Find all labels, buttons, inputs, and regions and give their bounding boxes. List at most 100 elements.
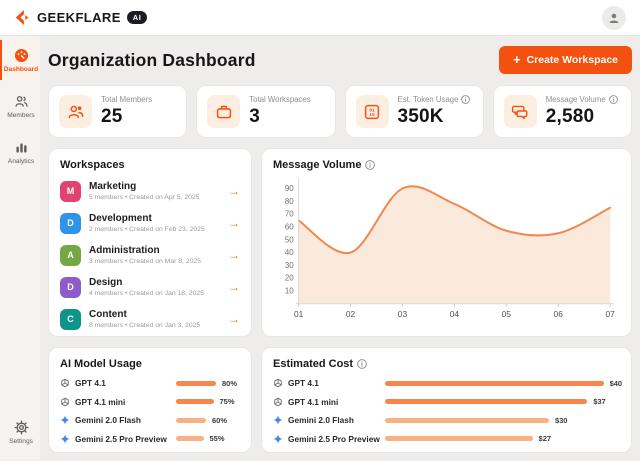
gemini-icon — [273, 434, 283, 444]
stat-label: Est. Token Usage — [398, 95, 459, 104]
usage-bar — [176, 436, 204, 441]
stat-value: 350K — [398, 106, 471, 128]
plus-icon: + — [513, 56, 521, 64]
info-icon[interactable] — [357, 359, 367, 369]
ai-model-usage-title: AI Model Usage — [60, 358, 240, 370]
svg-text:01: 01 — [294, 309, 304, 319]
sidebar-item-label: Dashboard — [4, 66, 38, 73]
cost-bar — [385, 399, 587, 404]
members-stat-icon — [59, 95, 92, 128]
brand-logo[interactable]: GEEKFLARE AI — [14, 9, 147, 26]
sidebar-item-analytics[interactable]: Analytics — [0, 132, 40, 172]
arrow-right-icon[interactable]: → — [228, 313, 240, 325]
top-bar: GEEKFLARE AI — [0, 0, 640, 36]
workspace-row-content[interactable]: C Content 8 members • Created on Jan 3, … — [60, 303, 240, 335]
model-name: GPT 4.1 — [288, 378, 380, 388]
stat-card-message-volume: Message Volume 2,580 — [493, 85, 632, 138]
svg-text:80: 80 — [285, 197, 294, 206]
workspace-row-design[interactable]: D Design 4 members • Created on Jan 18, … — [60, 271, 240, 303]
usage-row-gpt41: GPT 4.1 80% — [60, 378, 240, 388]
info-icon[interactable] — [461, 95, 470, 104]
workspace-row-marketing[interactable]: M Marketing 5 members • Created on Apr 5… — [60, 175, 240, 207]
workspace-avatar: M — [60, 181, 81, 202]
arrow-right-icon[interactable]: → — [228, 281, 240, 293]
cost-row-gemini25pro: Gemini 2.5 Pro Preview $27 — [273, 434, 620, 444]
ai-model-usage-panel: AI Model Usage GPT 4.1 80% GPT 4.1 mini … — [48, 347, 252, 453]
usage-percent: 60% — [212, 416, 227, 425]
svg-text:07: 07 — [605, 309, 615, 319]
svg-text:02: 02 — [346, 309, 356, 319]
usage-percent: 75% — [220, 397, 235, 406]
sidebar: Dashboard Members Analytics — [0, 36, 40, 460]
openai-icon — [273, 378, 283, 388]
workspace-avatar: D — [60, 277, 81, 298]
workspace-name: Design — [89, 277, 204, 288]
svg-text:20: 20 — [285, 274, 294, 283]
svg-text:05: 05 — [502, 309, 512, 319]
briefcase-icon — [207, 95, 240, 128]
usage-percent: 80% — [222, 379, 237, 388]
svg-text:10: 10 — [369, 112, 375, 118]
cost-bar — [385, 436, 533, 441]
usage-row-gemini20flash: Gemini 2.0 Flash 60% — [60, 415, 240, 425]
sidebar-item-dashboard[interactable]: Dashboard — [0, 40, 40, 80]
workspace-name: Content — [89, 309, 200, 320]
usage-bar — [176, 418, 206, 423]
workspace-avatar: C — [60, 309, 81, 330]
svg-text:70: 70 — [285, 210, 294, 219]
svg-text:40: 40 — [285, 248, 294, 257]
stat-value: 2,580 — [546, 106, 618, 128]
openai-icon — [273, 397, 283, 407]
page-title: Organization Dashboard — [48, 50, 256, 71]
stat-label: Total Workspaces — [249, 95, 310, 104]
arrow-right-icon[interactable]: → — [228, 249, 240, 261]
cost-value: $40 — [610, 379, 623, 388]
gear-icon — [14, 420, 29, 435]
sidebar-item-settings[interactable]: Settings — [0, 412, 40, 452]
estimated-cost-title: Estimated Cost — [273, 358, 353, 370]
info-icon[interactable] — [365, 160, 375, 170]
sidebar-item-label: Settings — [9, 438, 33, 445]
workspace-avatar: A — [60, 245, 81, 266]
brand-name: GEEKFLARE — [37, 10, 121, 25]
usage-row-gemini25pro: Gemini 2.5 Pro Preview 55% — [60, 434, 240, 444]
main-content: Organization Dashboard + Create Workspac… — [40, 36, 640, 460]
user-avatar[interactable] — [602, 6, 626, 30]
workspace-meta: 8 members • Created on Jan 3, 2025 — [89, 322, 200, 329]
stat-label: Message Volume — [546, 95, 606, 104]
cost-row-gpt41mini: GPT 4.1 mini $37 — [273, 397, 620, 407]
chat-bubbles-icon — [504, 95, 537, 128]
create-workspace-label: Create Workspace — [527, 54, 618, 66]
sidebar-item-members[interactable]: Members — [0, 86, 40, 126]
cost-row-gpt41: GPT 4.1 $40 — [273, 378, 620, 388]
usage-percent: 55% — [210, 434, 225, 443]
model-name: GPT 4.1 mini — [75, 397, 171, 407]
model-name: GPT 4.1 — [75, 378, 171, 388]
ai-badge: AI — [127, 11, 148, 24]
geekflare-logo-icon — [14, 9, 31, 26]
gemini-icon — [60, 415, 70, 425]
openai-icon — [60, 378, 70, 388]
workspace-name: Administration — [89, 245, 201, 256]
person-icon — [608, 12, 620, 24]
info-icon[interactable] — [609, 95, 618, 104]
workspace-row-administration[interactable]: A Administration 3 members • Created on … — [60, 239, 240, 271]
message-volume-panel: Message Volume 1020304050607080900102030… — [261, 148, 632, 337]
openai-icon — [60, 397, 70, 407]
model-name: GPT 4.1 mini — [288, 397, 380, 407]
usage-bar — [176, 381, 216, 386]
stat-value: 25 — [101, 106, 152, 128]
workspace-row-development[interactable]: D Development 2 members • Created on Feb… — [60, 207, 240, 239]
workspace-avatar: D — [60, 213, 81, 234]
workspace-meta: 5 members • Created on Apr 5, 2025 — [89, 194, 199, 201]
arrow-right-icon[interactable]: → — [228, 217, 240, 229]
usage-bar — [176, 399, 214, 404]
workspace-meta: 4 members • Created on Jan 18, 2025 — [89, 290, 204, 297]
workspace-meta: 3 members • Created on Mar 8, 2025 — [89, 258, 201, 265]
dashboard-gauge-icon — [14, 48, 29, 63]
workspaces-list: M Marketing 5 members • Created on Apr 5… — [60, 175, 240, 335]
svg-text:03: 03 — [398, 309, 408, 319]
create-workspace-button[interactable]: + Create Workspace — [499, 46, 632, 74]
arrow-right-icon[interactable]: → — [228, 185, 240, 197]
cost-row-gemini20flash: Gemini 2.0 Flash $30 — [273, 415, 620, 425]
